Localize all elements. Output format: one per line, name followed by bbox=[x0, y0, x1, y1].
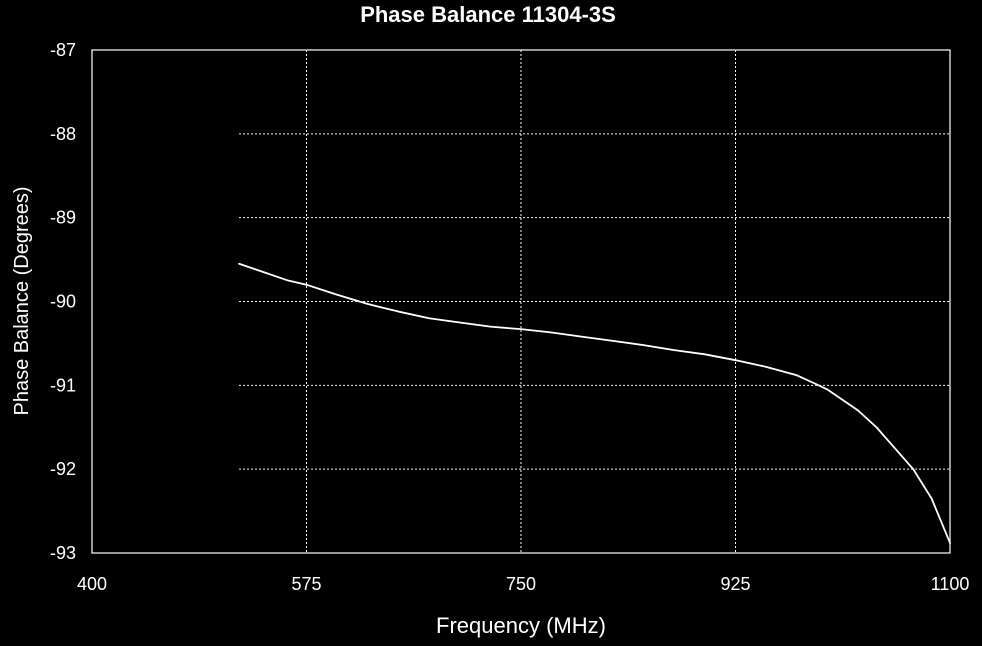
ticks-layer: 400 575 750 925 1100 -87 -88 -89 -90 -91 -92 -93 bbox=[50, 40, 969, 594]
y-tick-label: -91 bbox=[50, 375, 76, 395]
x-tick-label: 925 bbox=[720, 574, 750, 594]
y-tick-label: -87 bbox=[50, 40, 76, 60]
series-line-1 bbox=[238, 262, 951, 544]
series-layer bbox=[238, 262, 951, 544]
x-axis-label: Frequency (MHz) bbox=[436, 613, 606, 638]
x-tick-label: 1100 bbox=[931, 574, 970, 594]
y-tick-label: -93 bbox=[50, 543, 76, 563]
chart-title: Phase Balance 11304-3S bbox=[360, 2, 616, 27]
plot-frame bbox=[91, 49, 951, 554]
x-tick-label: 575 bbox=[291, 574, 321, 594]
y-tick-label: -88 bbox=[50, 124, 76, 144]
x-tick-label: 750 bbox=[506, 574, 536, 594]
grid-layer bbox=[239, 50, 950, 553]
y-tick-label: -89 bbox=[50, 208, 76, 228]
y-axis-label: Phase Balance (Degrees) bbox=[11, 186, 33, 415]
y-tick-label: -92 bbox=[50, 459, 76, 479]
y-tick-label: -90 bbox=[50, 292, 76, 312]
x-tick-label: 400 bbox=[77, 574, 107, 594]
